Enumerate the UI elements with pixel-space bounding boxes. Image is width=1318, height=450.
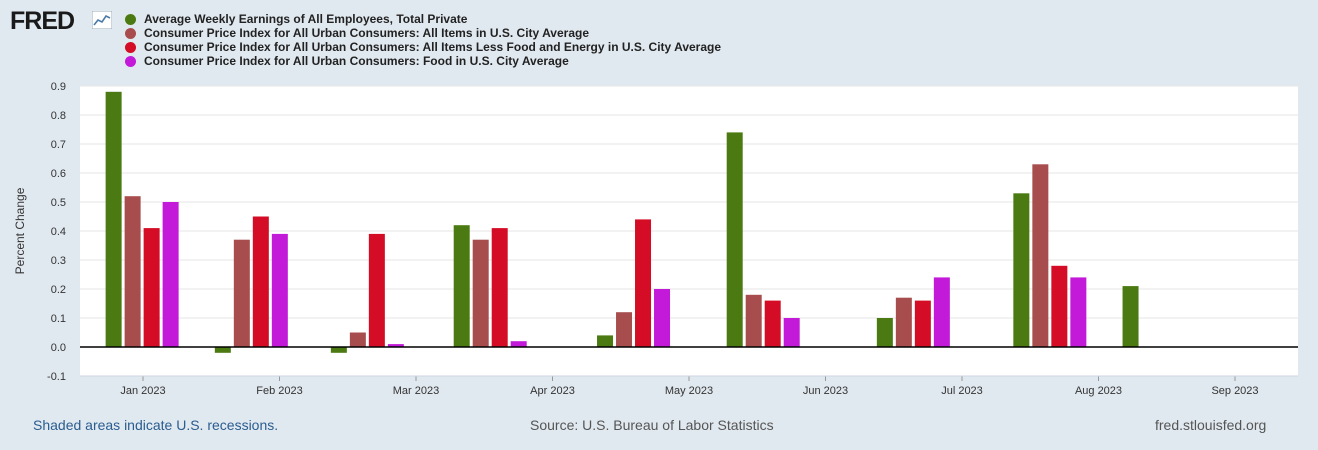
bar <box>914 300 931 347</box>
bar <box>783 318 800 347</box>
bar <box>453 225 470 347</box>
bar <box>1122 286 1139 347</box>
bar <box>764 300 781 347</box>
bar <box>368 233 385 347</box>
bar <box>271 233 288 347</box>
x-tick-label: Mar 2023 <box>393 385 439 397</box>
x-tick-label: May 2023 <box>665 385 713 397</box>
bar <box>491 228 508 347</box>
bar <box>472 239 489 347</box>
site-link[interactable]: fred.stlouisfed.org <box>1155 417 1267 433</box>
y-tick-label: 0.6 <box>51 168 66 180</box>
bar <box>1013 193 1030 347</box>
legend-label: Consumer Price Index for All Urban Consu… <box>144 54 569 68</box>
y-tick-label: 0.7 <box>51 139 66 151</box>
legend-label: Consumer Price Index for All Urban Consu… <box>144 26 589 40</box>
x-tick-label: Sep 2023 <box>1211 385 1258 397</box>
bar <box>726 132 743 347</box>
legend-swatch <box>125 27 136 39</box>
bar <box>1070 277 1087 347</box>
bar <box>616 312 633 347</box>
y-tick-label: 0.1 <box>51 313 66 325</box>
legend-swatch <box>125 55 136 67</box>
legend-label: Consumer Price Index for All Urban Consu… <box>144 40 722 54</box>
y-axis-label: Percent Change <box>13 187 27 274</box>
bar <box>252 216 269 347</box>
x-tick-label: Aug 2023 <box>1075 385 1122 397</box>
legend-item[interactable]: Average Weekly Earnings of All Employees… <box>125 12 721 26</box>
y-tick-label: 0.4 <box>51 226 66 238</box>
bar <box>895 297 912 347</box>
bar <box>1051 265 1068 347</box>
bar <box>124 196 141 347</box>
bar <box>105 91 122 347</box>
bar <box>387 344 404 347</box>
bar <box>214 347 231 353</box>
y-tick-label: 0.2 <box>51 284 66 296</box>
x-tick-label: Jun 2023 <box>803 385 848 397</box>
bar <box>162 202 179 347</box>
legend-label: Average Weekly Earnings of All Employees… <box>144 12 468 26</box>
bar <box>1032 164 1049 347</box>
x-tick-label: Jan 2023 <box>120 385 165 397</box>
y-tick-label: 0.8 <box>51 110 66 122</box>
bar <box>597 335 614 347</box>
bar <box>635 219 652 347</box>
y-tick-label: 0.3 <box>51 255 66 267</box>
legend-swatch <box>125 41 136 53</box>
y-tick-label: -0.1 <box>47 371 66 383</box>
fred-chart-icon <box>92 11 112 29</box>
bar <box>510 341 527 347</box>
legend-item[interactable]: Consumer Price Index for All Urban Consu… <box>125 26 721 40</box>
bar <box>654 289 671 347</box>
bar <box>349 332 366 347</box>
x-tick-label: Jul 2023 <box>941 385 983 397</box>
source-note: Source: U.S. Bureau of Labor Statistics <box>530 417 774 433</box>
legend-item[interactable]: Consumer Price Index for All Urban Consu… <box>125 54 721 68</box>
x-tick-label: Apr 2023 <box>530 385 575 397</box>
legend-item[interactable]: Consumer Price Index for All Urban Consu… <box>125 40 721 54</box>
recession-note[interactable]: Shaded areas indicate U.S. recessions. <box>33 417 279 433</box>
bar <box>876 318 893 347</box>
fred-logo[interactable]: FRED <box>10 7 75 35</box>
legend-swatch <box>125 13 136 25</box>
x-tick-label: Feb 2023 <box>256 385 302 397</box>
bar <box>745 294 762 347</box>
bar <box>233 239 250 347</box>
y-tick-label: 0.0 <box>51 342 66 354</box>
chart-legend: Average Weekly Earnings of All Employees… <box>125 12 721 68</box>
bar <box>330 347 347 353</box>
bar <box>933 277 950 347</box>
bar <box>143 228 160 347</box>
y-tick-label: 0.5 <box>51 197 66 209</box>
y-tick-label: 0.9 <box>51 81 66 93</box>
